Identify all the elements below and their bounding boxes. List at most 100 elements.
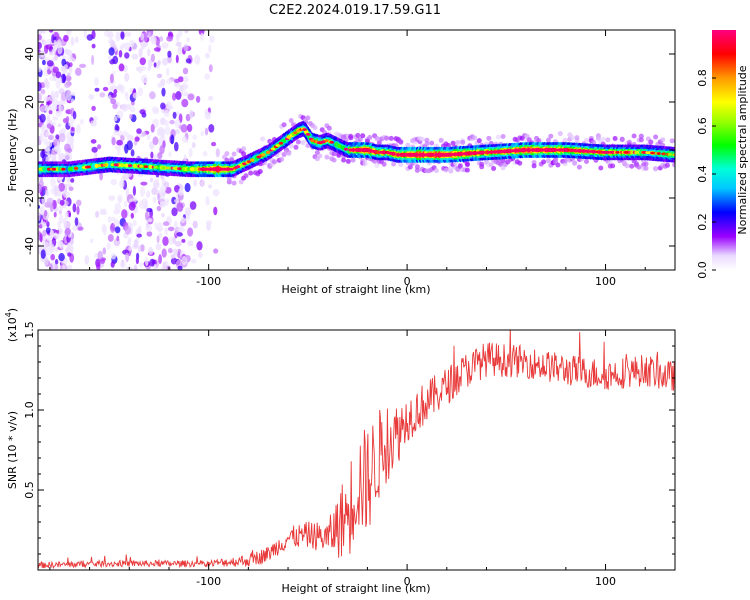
halo-blob [476,138,482,144]
noise-blob [70,238,74,245]
noise-blob [157,222,163,233]
ridge-segment [375,151,380,154]
halo-blob [405,142,411,148]
noise-blob [102,247,107,255]
noise-blob [107,81,111,86]
noise-blob [132,220,137,227]
noise-blob [112,70,116,76]
noise-blob [57,123,62,128]
noise-blob [148,31,152,38]
halo-blob [545,158,551,164]
noise-blob [147,48,151,57]
noise-blob [121,103,129,112]
noise-blob [170,134,175,145]
ridge-segment [304,130,309,134]
noise-blob [110,92,117,98]
halo-blob [336,152,342,158]
ridge-segment [624,151,630,154]
noise-blob [42,59,46,66]
halo-blob [398,139,404,145]
noise-blob [198,251,203,259]
halo-blob [331,157,337,163]
noise-blob [66,245,73,254]
noise-blob [72,111,77,120]
noise-blob [178,30,183,37]
noise-blob [130,41,138,51]
ridge-segment [256,155,261,159]
noise-blob [164,186,172,194]
ridge-segment [61,167,66,171]
noise-blob [68,121,74,127]
ridge-segment [110,163,115,167]
noise-blob [42,229,47,237]
noise-blob [124,200,128,208]
noise-blob [200,130,204,137]
ridge-segment [281,138,287,143]
noise-blob [161,266,166,270]
noise-blob [65,75,72,82]
noise-blob [128,201,136,211]
noise-blob [134,136,140,142]
halo-blob [541,159,547,165]
ridge-segment [161,166,166,170]
ridge-segment [177,167,182,171]
noise-blob [109,223,116,233]
halo-blob [443,167,449,173]
noise-blob [163,120,169,126]
noise-blob [101,208,107,216]
colorbar: 0.0 0.2 0.4 0.6 0.8 Normalized spectral ampl… [696,30,749,279]
ridge-segment [293,131,298,135]
noise-blob [70,178,75,183]
snr-panel: -100 0 100 0.5 1.0 1.5 Height of straight lin… [4,308,676,595]
noise-blob [55,110,62,117]
noise-blob [118,63,125,72]
noise-blob [65,192,70,197]
snr-exponent-power: 4 [4,312,13,317]
noise-blob [114,202,122,213]
noise-blob [141,42,148,48]
ridge-segment [51,167,57,171]
noise-blob [185,113,191,122]
noise-blob [116,139,123,146]
halo-blob [555,162,561,168]
noise-blob [145,224,152,232]
noise-blob [122,130,128,137]
halo-blob [224,151,230,157]
halo-blob [464,167,470,173]
halo-blob [419,136,425,142]
halo-blob [643,161,649,167]
noise-blob [166,78,173,84]
noise-blob [204,127,209,136]
noise-blob [182,82,187,92]
noise-blob [117,83,123,92]
noise-blob [170,254,176,259]
noise-blob [136,233,142,238]
noise-blob [39,233,43,243]
halo-blob [584,159,589,164]
ridge-segment [302,128,307,132]
noise-blob [166,105,174,110]
noise-blob [64,81,71,89]
spectrogram-axes: -100 0 100 -40 -20 0 20 40 [23,30,675,288]
ridge-segment [329,140,334,144]
noise-blob [130,212,134,219]
ridge-segment [391,152,396,156]
noise-blob [180,124,188,133]
noise-blob [124,143,129,154]
ridge-segment [148,164,153,169]
colorbar-gradient [712,30,736,270]
spectrogram-x-axis-label: Height of straight line (km) [281,283,430,296]
noise-blob [148,246,154,255]
noise-blob [141,198,148,206]
noise-blob [59,105,64,112]
noise-blob [65,90,72,95]
halo-blob [665,162,670,168]
noise-blob [163,261,169,267]
noise-blob [150,151,154,159]
noise-blob [204,73,210,80]
ridge-segment [172,166,177,170]
halo-blob [257,169,263,174]
halo-blob [605,137,611,143]
halo-blob [660,137,666,143]
noise-blob [132,185,136,196]
